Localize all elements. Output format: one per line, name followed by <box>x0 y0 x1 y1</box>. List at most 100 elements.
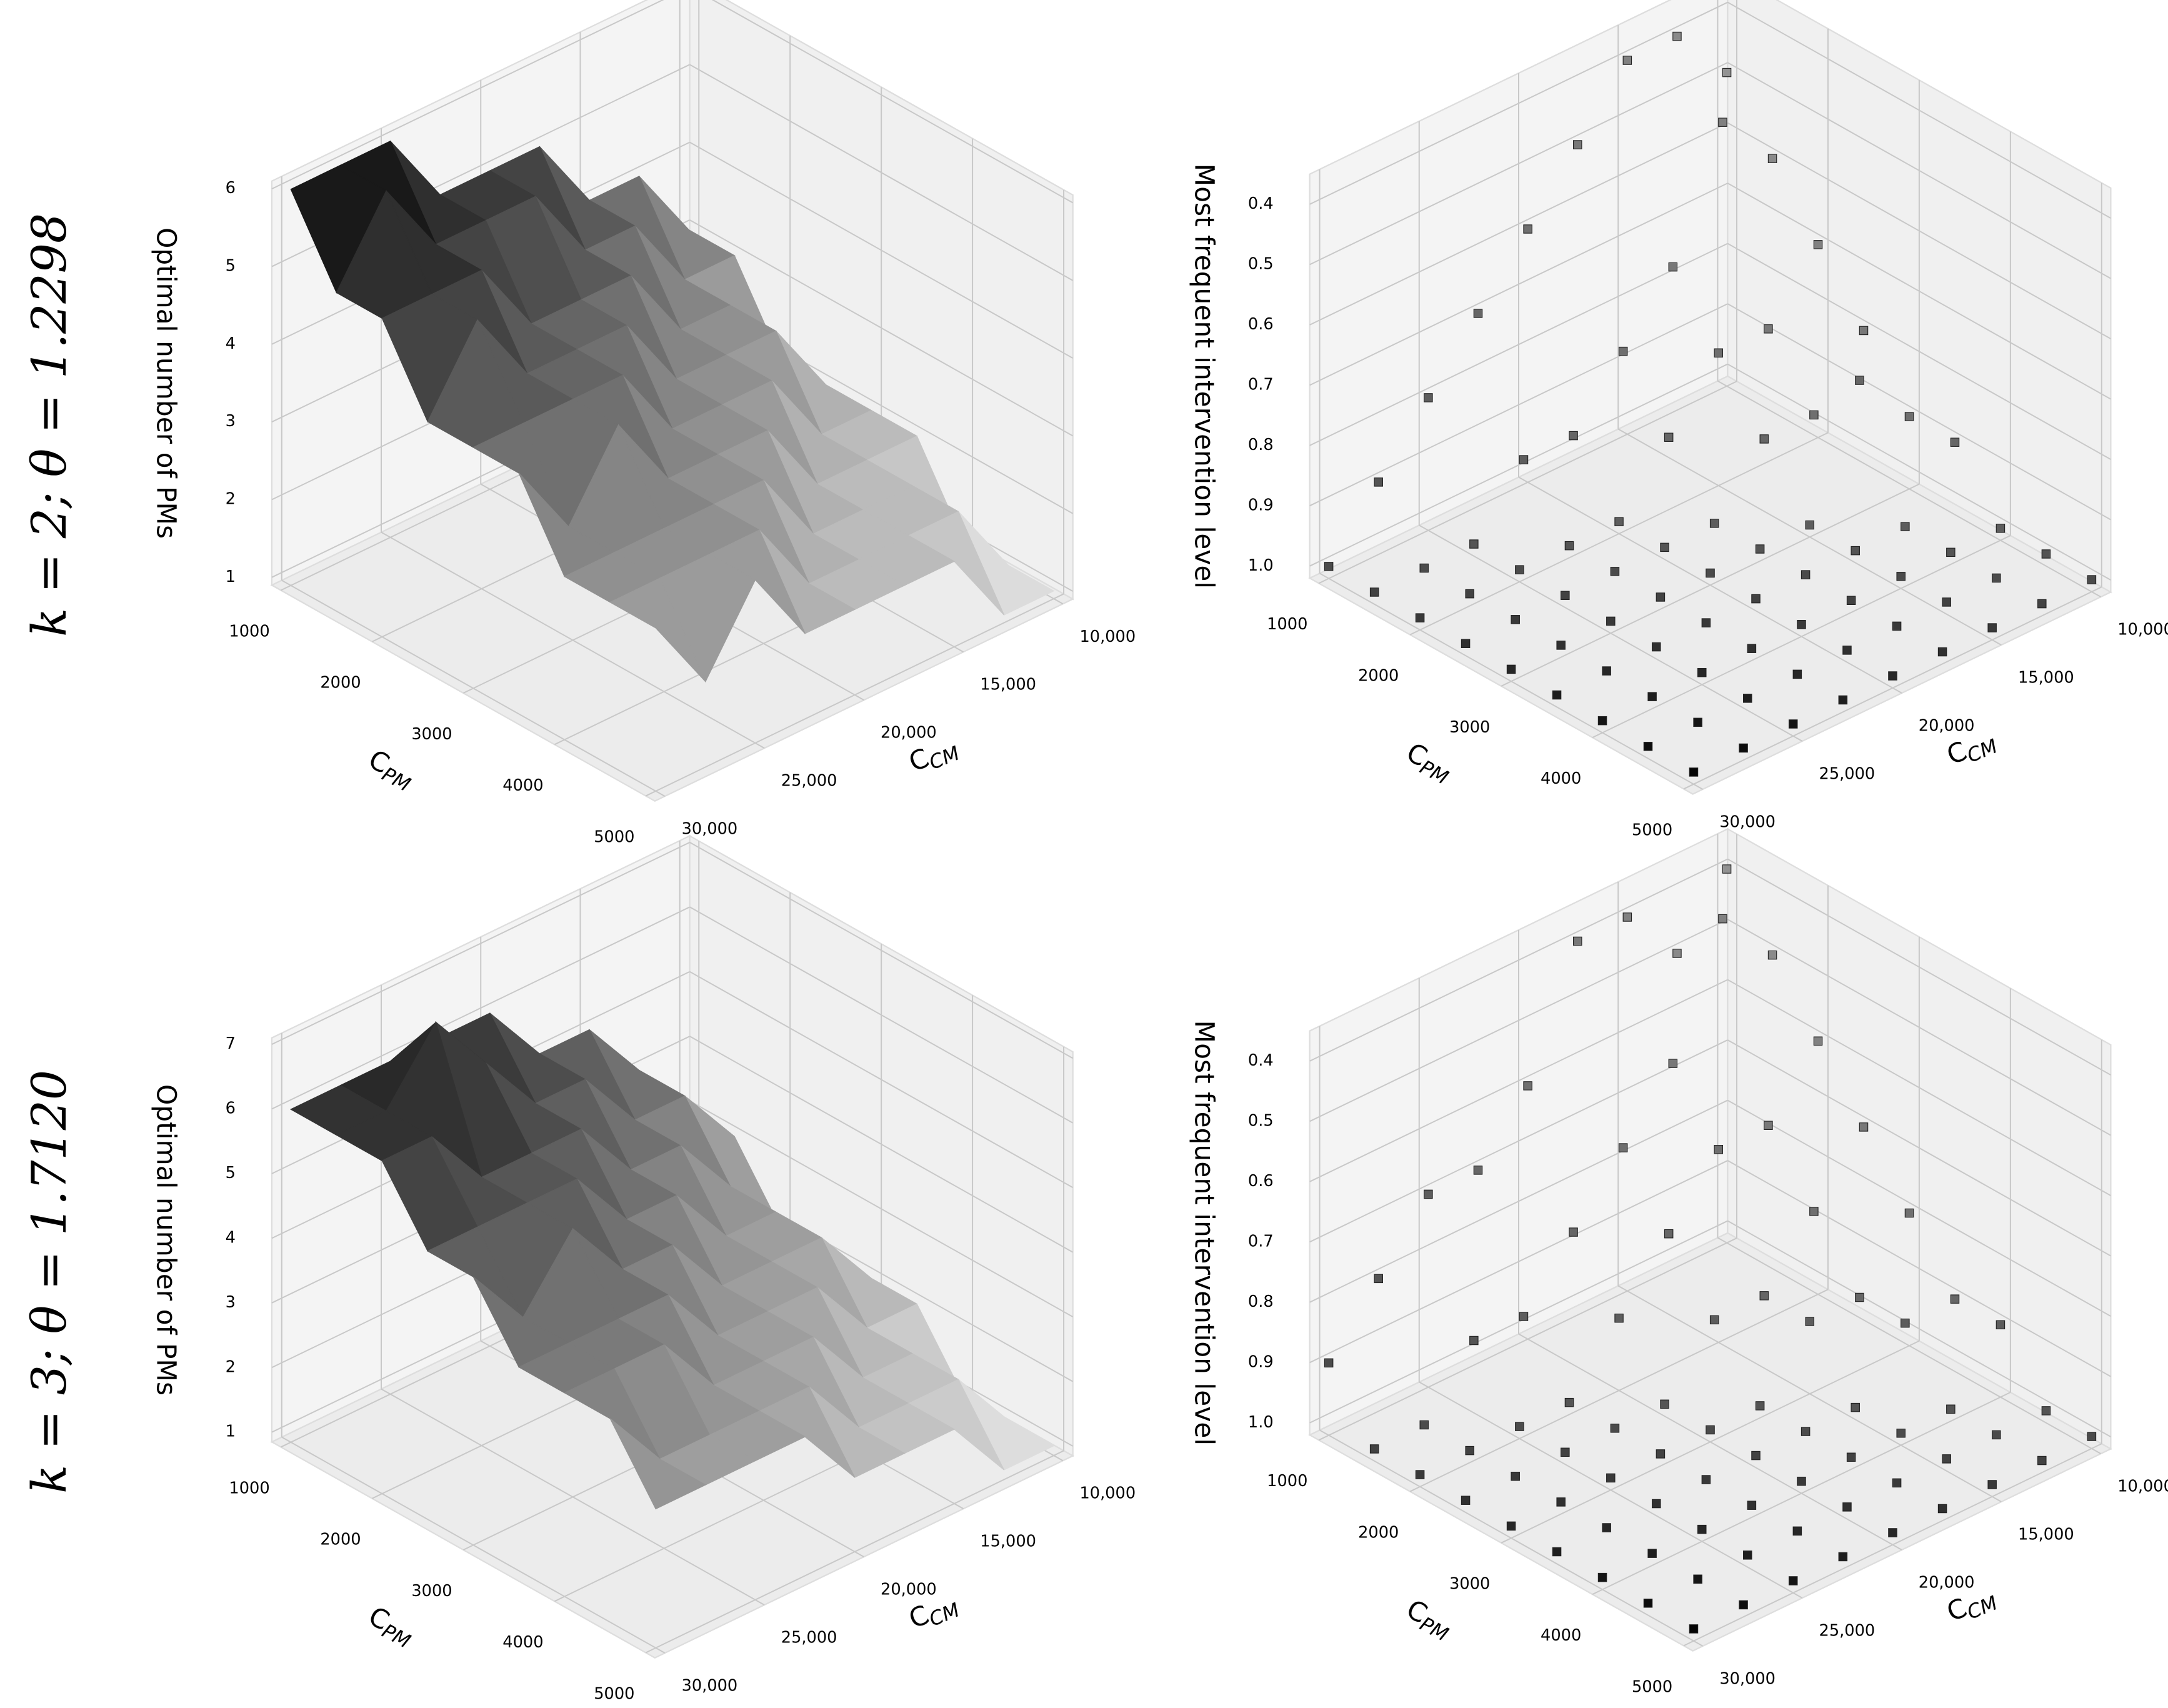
scatter-point <box>2037 1456 2047 1466</box>
scatter-point <box>1606 1473 1616 1483</box>
z-tick-label: 0.4 <box>1248 1051 1274 1070</box>
scatter-point <box>1901 522 1910 531</box>
scatter-point <box>1805 1317 1814 1326</box>
scatter-point <box>1473 1166 1483 1175</box>
scatter-point <box>1747 1501 1757 1510</box>
scatter-point <box>1709 1315 1719 1325</box>
scatter-point <box>1813 1036 1823 1046</box>
scatter-point <box>1415 1470 1425 1479</box>
scatter-point <box>1660 542 1669 552</box>
y-tick-label: 10,000 <box>2117 621 2168 639</box>
y-tick-label: 30,000 <box>1719 1669 1776 1688</box>
grid-line <box>271 841 691 1046</box>
grid-line <box>1309 242 1728 446</box>
scatter-point <box>1610 567 1620 576</box>
grid-line <box>1727 242 2111 461</box>
grid-line <box>281 1436 666 1654</box>
grid-line <box>1309 182 1728 386</box>
grid-line <box>1727 858 2111 1076</box>
scatter-point <box>1809 1207 1819 1216</box>
z-tick-label: 0.6 <box>1248 1172 1274 1191</box>
x-tick-label: 2000 <box>320 1531 361 1549</box>
scatter-point <box>1622 912 1632 922</box>
grid-line <box>1309 303 1728 507</box>
x-axis-label: CPM <box>1400 1593 1458 1646</box>
scatter-point <box>1888 1528 1897 1537</box>
grid-line <box>1617 428 2002 646</box>
z-tick-label: 0.4 <box>1248 194 1274 213</box>
scatter-point <box>1788 719 1798 729</box>
z-axis-label: Most frequent intervention level <box>1189 1021 1219 1446</box>
y-tick-label: 15,000 <box>2018 1526 2074 1544</box>
scatter-point <box>1656 592 1666 602</box>
y-tick-label: 15,000 <box>980 1532 1036 1551</box>
scatter-point <box>1572 140 1582 149</box>
scatter-point <box>1597 716 1607 726</box>
y-tick-label: 10,000 <box>2117 1477 2168 1496</box>
scatter-point <box>1511 1471 1520 1481</box>
scatter-point <box>1747 644 1757 653</box>
grid-line <box>689 1100 1074 1318</box>
scatter-point <box>2087 1432 2097 1441</box>
scatter-point <box>1515 565 1524 574</box>
scatter-point <box>1597 1572 1607 1582</box>
scatter-point <box>1718 117 1727 127</box>
grid-line <box>1717 380 2101 597</box>
scatter-point <box>1706 1425 1715 1435</box>
grid-line <box>281 579 666 797</box>
scatter-point <box>1465 1446 1474 1456</box>
x-tick-label: 3000 <box>411 725 452 744</box>
grid-line <box>1518 1333 1902 1551</box>
scatter-point <box>1652 642 1661 652</box>
y-tick-label: 25,000 <box>781 1629 837 1647</box>
scatter-point <box>1664 432 1674 442</box>
grid-line <box>689 971 1074 1189</box>
grid-line <box>1727 303 2111 521</box>
z-tick-label: 4 <box>226 1228 236 1247</box>
x-tick-label: 5000 <box>1632 821 1672 839</box>
x-tick-label: 1000 <box>1267 615 1307 634</box>
scatter-point <box>1461 639 1471 648</box>
scatter-point <box>1888 671 1897 681</box>
z-tick-label: 1.0 <box>1248 556 1274 575</box>
grid-line <box>689 841 1074 1059</box>
x-axis-label: CPM <box>1400 737 1458 790</box>
scatter-point <box>1855 376 1864 385</box>
scatter-point <box>1838 1552 1848 1562</box>
scatter-point <box>1722 67 1732 77</box>
row-title: k = 2; θ = 1.2298 <box>22 213 77 637</box>
scatter-point <box>1564 541 1574 551</box>
x-tick-label: 4000 <box>502 776 543 795</box>
scatter-point <box>1792 1526 1802 1536</box>
z-tick-label: 5 <box>226 1164 236 1182</box>
scatter-point <box>1647 692 1657 701</box>
x-tick-label: 4000 <box>1541 769 1581 788</box>
scatter-point <box>1469 539 1479 549</box>
grid-line <box>1419 1381 1803 1599</box>
z-tick-label: 0.7 <box>1248 375 1274 394</box>
grid-line <box>381 531 765 749</box>
x-tick-label: 3000 <box>1449 718 1490 737</box>
scatter-point <box>1851 546 1860 556</box>
scatter-point <box>1369 1444 1379 1454</box>
scatter-point <box>1374 1274 1384 1284</box>
scatter-point <box>1697 1524 1707 1534</box>
x-tick-label: 5000 <box>1632 1677 1672 1696</box>
scatter-point <box>1942 1454 1951 1464</box>
scatter-point <box>1809 410 1819 420</box>
scatter-point <box>1987 1480 1997 1489</box>
grid-line <box>1419 524 1803 742</box>
grid-line <box>689 64 1074 281</box>
scatter-point <box>1709 519 1719 528</box>
scatter-point <box>1664 1229 1674 1239</box>
grid-line <box>1309 979 1728 1182</box>
scatter-point <box>1610 1424 1620 1433</box>
scatter-point <box>1519 1312 1529 1321</box>
scatter-point <box>1668 1059 1678 1068</box>
scatter-point <box>1742 1551 1752 1560</box>
scatter-point <box>1552 1547 1562 1557</box>
surface-cell <box>609 1418 707 1510</box>
scatter-point <box>1855 1292 1864 1302</box>
